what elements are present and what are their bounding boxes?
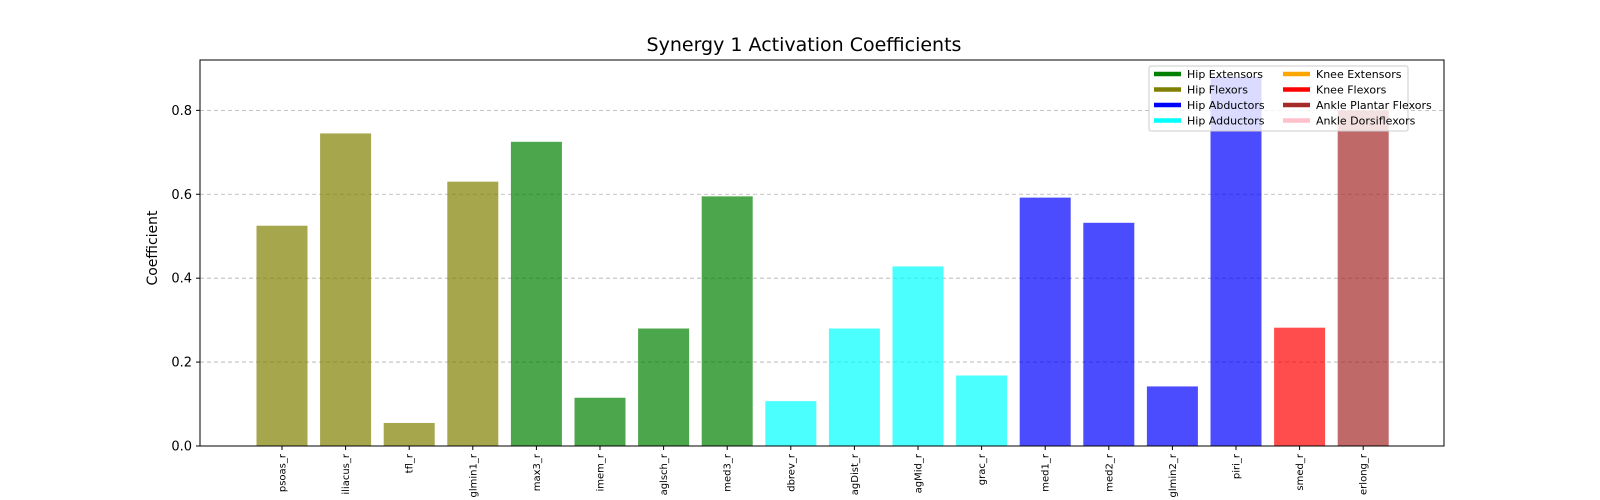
x-tick-label-psoas_r: psoas_r [278, 453, 289, 492]
x-tick-label-dbrev_r: dbrev_r [786, 453, 797, 492]
bar-aglsch_r [638, 328, 690, 446]
x-tick-label-erlong_r: erlong_r [1359, 453, 1370, 495]
bar-med2_r [1083, 222, 1135, 446]
legend-label-5: Knee Flexors [1316, 83, 1387, 96]
x-tick-label-glmin2_r: glmin2_r [1168, 453, 1179, 497]
bar-max3_r [510, 141, 562, 446]
x-tick-label-med2_r: med2_r [1104, 453, 1115, 492]
bar-glmin2_r [1146, 386, 1198, 446]
bar-grac_r [956, 375, 1008, 446]
bar-erlong_r [1337, 110, 1389, 446]
x-tick-label-agDist_r: agDist_r [850, 453, 861, 495]
bar-imem_r [574, 397, 626, 446]
y-axis-label: Coefficient [145, 210, 161, 286]
legend-label-6: Ankle Plantar Flexors [1316, 99, 1432, 112]
x-tick-label-med3_r: med3_r [723, 453, 734, 492]
bar-med1_r [1019, 197, 1071, 446]
x-tick-label-agMid_r: agMid_r [914, 453, 925, 493]
legend-label-1: Hip Flexors [1187, 83, 1248, 96]
y-tick-label-2: 0.4 [171, 272, 192, 287]
y-tick-label-0: 0.0 [171, 440, 192, 455]
bar-glmin1_r [447, 181, 499, 446]
bar-psoas_r [256, 225, 308, 446]
bar-agDist_r [828, 328, 880, 446]
legend: Hip Extensors Hip Flexors Hip Abductors Hip… [1148, 65, 1432, 132]
legend-box [1148, 65, 1409, 132]
x-tick-label-iliacus_r: iliacus_r [341, 453, 352, 495]
x-tick-label-max3_r: max3_r [532, 453, 543, 491]
bar-med3_r [701, 196, 753, 446]
x-tick-label-smed_r: smed_r [1295, 453, 1306, 490]
y-axis: 0.0 0.2 0.4 0.6 0.8 [171, 104, 200, 455]
legend-label-4: Knee Extensors [1316, 68, 1402, 81]
bar-piri_r [1210, 76, 1262, 447]
axes-frame [199, 59, 1445, 447]
x-tick-label-tfl_r: tfl_r [405, 453, 416, 473]
y-tick-label-3: 0.6 [171, 188, 192, 203]
bar-iliacus_r [320, 133, 372, 446]
bar-smed_r [1274, 327, 1326, 446]
y-tick-label-4: 0.8 [171, 104, 192, 119]
x-tick-label-med1_r: med1_r [1041, 453, 1052, 492]
bar-agMid_r [892, 266, 944, 446]
legend-label-0: Hip Extensors [1187, 68, 1263, 81]
x-tick-label-piri_r: piri_r [1232, 453, 1243, 479]
legend-label-3: Hip Adductors [1187, 114, 1265, 127]
bars-group [256, 76, 1389, 447]
x-axis: psoas_r iliacus_r tfl_r glmin1_r max3_r imem_… [278, 446, 1370, 497]
x-tick-label-grac_r: grac_r [977, 453, 988, 485]
y-tick-label-1: 0.2 [171, 356, 192, 371]
x-tick-label-glmin1_r: glmin1_r [468, 453, 479, 497]
x-tick-label-aglsch_r: aglsch_r [659, 453, 670, 495]
legend-label-7: Ankle Dorsiflexors [1316, 114, 1416, 127]
chart-title: Synergy 1 Activation Coefficients [647, 34, 962, 56]
bar-tfl_r [383, 422, 435, 446]
legend-label-2: Hip Abductors [1187, 99, 1265, 112]
bar-dbrev_r [765, 401, 817, 446]
x-tick-label-imem_r: imem_r [596, 453, 607, 491]
